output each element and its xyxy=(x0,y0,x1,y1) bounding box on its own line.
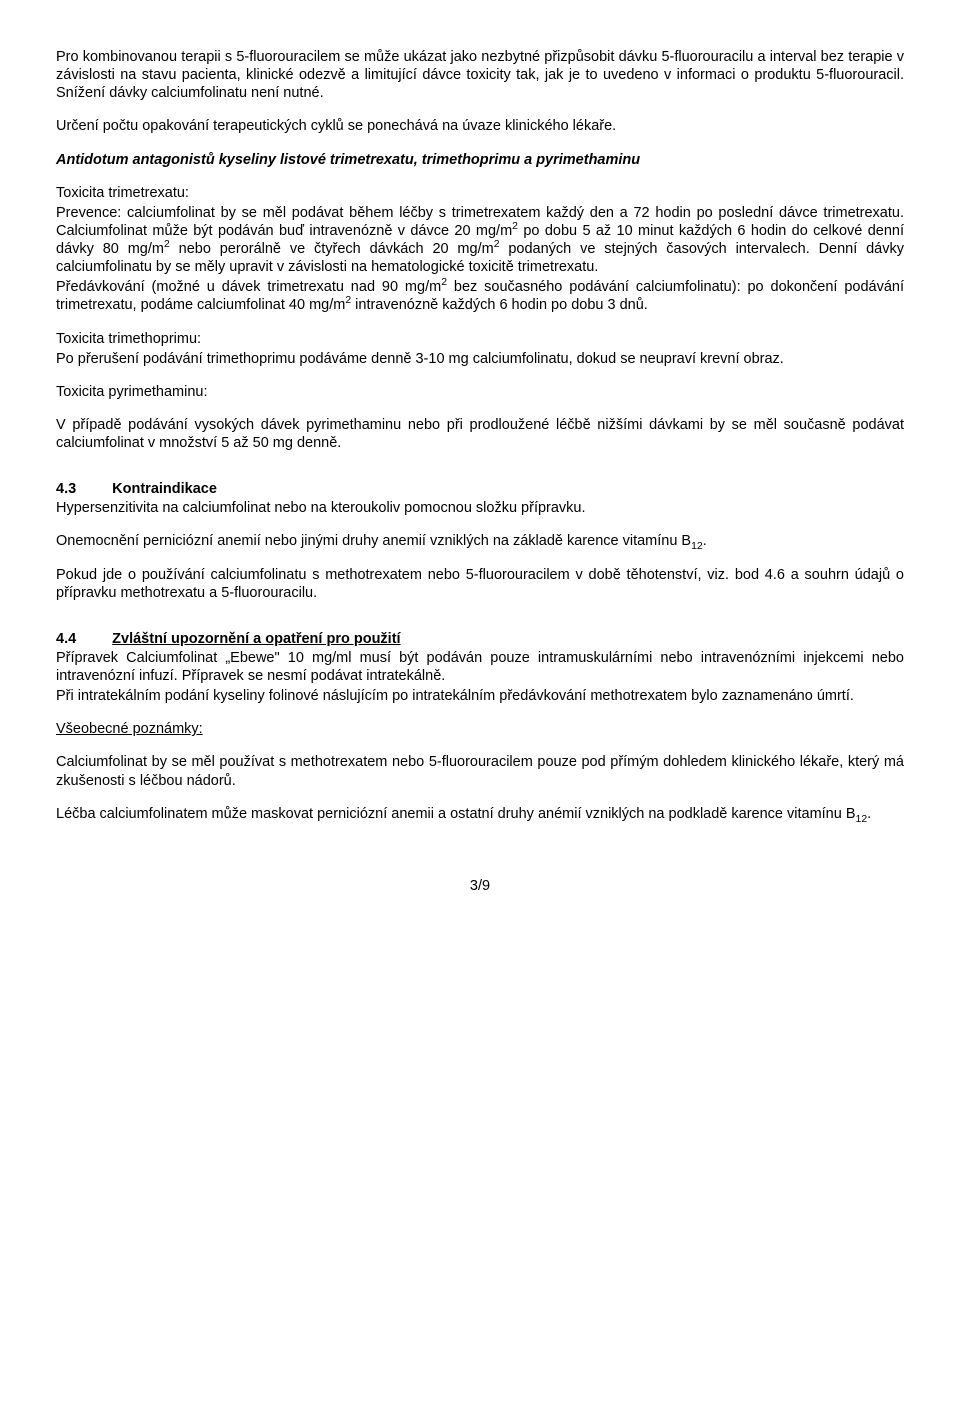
paragraph-administration-route: Přípravek Calciumfolinat „Ebewe" 10 mg/m… xyxy=(56,649,904,685)
page-number: 3/9 xyxy=(56,877,904,895)
text: . xyxy=(703,533,707,549)
heading-4-3: 4.3 Kontraindikace xyxy=(56,480,904,498)
paragraph-dose-adjustment: Pro kombinovanou terapii s 5-fluorouraci… xyxy=(56,48,904,102)
paragraph-pyrimethamine: V případě podávání vysokých dávek pyrime… xyxy=(56,416,904,452)
section-title: Zvláštní upozornění a opatření pro použi… xyxy=(112,631,400,647)
paragraph-overdose: Předávkování (možné u dávek trimetrexatu… xyxy=(56,278,904,314)
subscript-12: 12 xyxy=(691,541,703,552)
text: Léčba calciumfolinatem může maskovat per… xyxy=(56,806,856,822)
section-number: 4.4 xyxy=(56,631,76,647)
label-toxicity-pyrimethaminu: Toxicita pyrimethaminu: xyxy=(56,383,904,401)
text: Onemocnění perniciózní anemií nebo jiným… xyxy=(56,533,691,549)
text: intravenózně každých 6 hodin po dobu 3 d… xyxy=(351,297,648,313)
label-toxicity-trimetrexatu: Toxicita trimetrexatu: xyxy=(56,184,904,202)
paragraph-prevention: Prevence: calciumfolinat by se měl podáv… xyxy=(56,204,904,277)
paragraph-hypersensitivity: Hypersenzitivita na calciumfolinat nebo … xyxy=(56,499,904,517)
heading-4-4: 4.4 Zvláštní upozornění a opatření pro po… xyxy=(56,630,904,648)
heading-antidote: Antidotum antagonistů kyseliny listové t… xyxy=(56,151,904,169)
text: Předávkování (možné u dávek trimetrexatu… xyxy=(56,279,441,295)
text: nebo perorálně ve čtyřech dávkách 20 mg/… xyxy=(170,241,494,257)
paragraph-mask-anemia: Léčba calciumfolinatem může maskovat per… xyxy=(56,805,904,823)
text: . xyxy=(867,806,871,822)
paragraph-pregnancy-ref: Pokud jde o používání calciumfolinatu s … xyxy=(56,566,904,602)
subscript-12: 12 xyxy=(856,814,868,825)
paragraph-pernicious-anemia: Onemocnění perniciózní anemií nebo jiným… xyxy=(56,532,904,550)
label-toxicity-trimethoprimu: Toxicita trimethoprimu: xyxy=(56,330,904,348)
paragraph-cycle-count: Určení počtu opakování terapeutických cy… xyxy=(56,117,904,135)
paragraph-supervision: Calciumfolinat by se měl používat s meth… xyxy=(56,753,904,789)
label-general-notes: Všeobecné poznámky: xyxy=(56,720,904,738)
paragraph-intrathecal-death: Při intratekálním podání kyseliny folino… xyxy=(56,687,904,705)
section-title: Kontraindikace xyxy=(112,481,217,497)
section-number: 4.3 xyxy=(56,481,76,497)
paragraph-trimethoprim: Po přerušení podávání trimethoprimu podá… xyxy=(56,350,904,368)
